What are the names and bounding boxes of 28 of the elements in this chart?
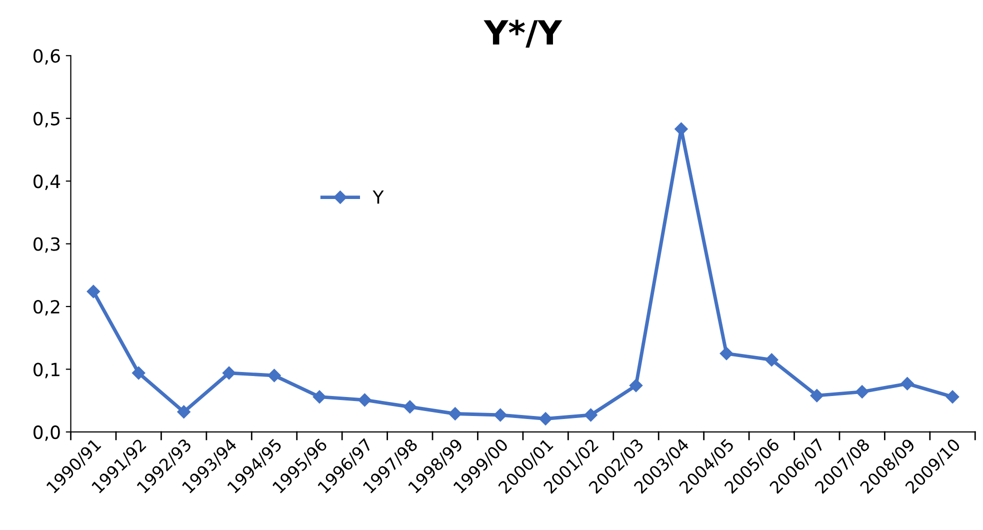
point xyxy=(538,412,552,426)
point xyxy=(946,390,960,404)
chart-title: Y*/Y xyxy=(484,20,562,48)
point xyxy=(86,284,100,298)
y-tick-label: 0,0 xyxy=(34,425,60,441)
point xyxy=(856,385,869,398)
point xyxy=(900,377,914,390)
point xyxy=(177,405,190,418)
y-tick-label: 0,2 xyxy=(34,300,60,316)
legend-label: Y xyxy=(372,190,384,204)
y-tick-label: 0,3 xyxy=(34,237,60,253)
point xyxy=(312,390,326,404)
point xyxy=(584,408,598,422)
point xyxy=(358,393,372,407)
point xyxy=(765,353,778,366)
point xyxy=(494,408,507,422)
point xyxy=(810,388,824,402)
y-tick-label: 0,6 xyxy=(34,49,60,65)
point xyxy=(403,400,416,414)
point xyxy=(448,407,462,420)
y-tick-label: 0,4 xyxy=(34,174,60,190)
point xyxy=(132,366,146,380)
y-tick-label: 0,5 xyxy=(34,112,60,128)
point xyxy=(720,346,734,360)
point xyxy=(629,378,643,392)
point xyxy=(222,366,236,380)
point xyxy=(268,368,281,382)
y-tick-label: 0,1 xyxy=(34,362,60,378)
